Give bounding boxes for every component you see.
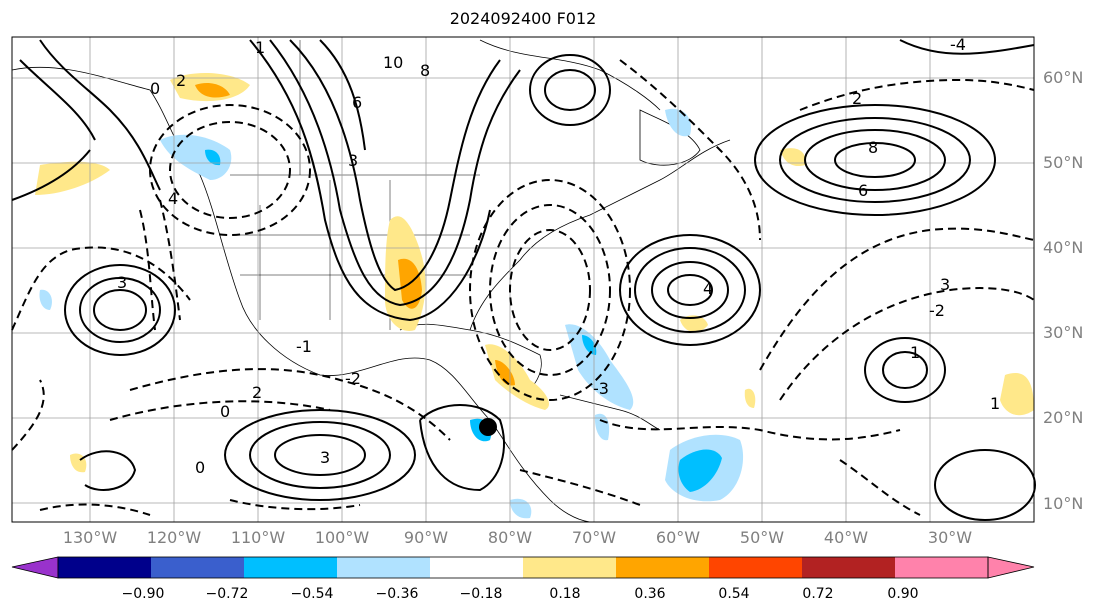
map-frame bbox=[11, 36, 1035, 523]
contour-label: 2 bbox=[852, 89, 862, 108]
contour-label: -1 bbox=[296, 337, 312, 356]
colorbar-outline bbox=[57, 556, 989, 579]
contour-label: 10 bbox=[383, 53, 403, 72]
colorbar-tick-label: 0.90 bbox=[887, 586, 919, 602]
colorbar-tick-label: 0.18 bbox=[549, 586, 581, 602]
contour-label: 6 bbox=[352, 93, 362, 112]
lon-label: 80°W bbox=[487, 528, 533, 547]
colorbar-segment bbox=[709, 557, 802, 578]
contour-label: 0 bbox=[220, 402, 230, 421]
colorbar-segment bbox=[244, 557, 337, 578]
colorbar-segment bbox=[58, 557, 151, 578]
lon-label: 30°W bbox=[927, 528, 973, 547]
lat-label: 50°N bbox=[1043, 153, 1084, 172]
contour-label: -4 bbox=[950, 35, 966, 54]
colorbar-tick-label: −0.36 bbox=[375, 586, 419, 602]
contour-label: 0 bbox=[150, 79, 160, 98]
contour-label: 8 bbox=[420, 61, 430, 80]
lat-label: 10°N bbox=[1043, 494, 1084, 513]
colorbar-tick-label: 0.72 bbox=[802, 586, 834, 602]
lon-label: 90°W bbox=[403, 528, 449, 547]
lon-label: 110°W bbox=[230, 528, 286, 547]
lon-label: 40°W bbox=[823, 528, 869, 547]
colorbar-segment bbox=[616, 557, 709, 578]
contour-label: -3 bbox=[593, 379, 609, 398]
contour-label: 4 bbox=[703, 279, 713, 298]
lon-label: 130°W bbox=[62, 528, 118, 547]
colorbar-tick-label: −0.72 bbox=[205, 586, 249, 602]
contour-label: 3 bbox=[320, 448, 330, 467]
colorbar-tick-label: 0.36 bbox=[634, 586, 666, 602]
colorbar-segment bbox=[430, 557, 523, 578]
contour-label: 3 bbox=[940, 275, 950, 294]
contour-label: 3 bbox=[348, 151, 358, 170]
colorbar-extend-left bbox=[11, 556, 59, 579]
lat-label: 60°N bbox=[1043, 68, 1084, 87]
lat-label: 40°N bbox=[1043, 238, 1084, 257]
contour-label: 2 bbox=[252, 383, 262, 402]
shaded-anomalies bbox=[35, 73, 1034, 519]
gridlines bbox=[12, 37, 1034, 522]
contour-labels: 10 8 6 3 1 0 2 4 6 8 3 1 2 3 4 3 -1 -2 -… bbox=[117, 35, 1000, 477]
contour-label: -2 bbox=[345, 369, 361, 388]
map-background bbox=[12, 37, 1034, 522]
contour-label: 1 bbox=[990, 394, 1000, 413]
colorbar-tick-label: 0.54 bbox=[718, 586, 750, 602]
lon-label: 60°W bbox=[655, 528, 701, 547]
colorbar-segment bbox=[151, 557, 244, 578]
contour-label: 2 bbox=[176, 71, 186, 90]
contour-label: 6 bbox=[858, 181, 868, 200]
colorbar-segment bbox=[802, 557, 895, 578]
solid-contours bbox=[11, 39, 1036, 521]
colorbar-segment bbox=[523, 557, 616, 578]
colorbar-extend-right bbox=[987, 556, 1035, 579]
dashed-contours bbox=[11, 59, 1035, 516]
colorbar-tick-label: −0.18 bbox=[459, 586, 503, 602]
lon-label: 120°W bbox=[146, 528, 202, 547]
colorbar-segment bbox=[895, 557, 988, 578]
lon-label: 50°W bbox=[739, 528, 785, 547]
contour-label: -2 bbox=[929, 301, 945, 320]
lon-label: 70°W bbox=[571, 528, 617, 547]
lat-label: 30°N bbox=[1043, 323, 1084, 342]
contour-label: 1 bbox=[910, 343, 920, 362]
contour-label: 3 bbox=[117, 273, 127, 292]
colorbar-tick-label: −0.54 bbox=[290, 586, 334, 602]
lat-label: 20°N bbox=[1043, 408, 1084, 427]
contour-label: 1 bbox=[255, 38, 265, 57]
map-title: 2024092400 F012 bbox=[449, 9, 597, 28]
contour-label: 8 bbox=[868, 138, 878, 157]
lon-label: 100°W bbox=[314, 528, 370, 547]
colorbar-segment bbox=[337, 557, 430, 578]
colorbar bbox=[11, 556, 1035, 579]
storm-center-marker bbox=[479, 418, 497, 436]
colorbar-tick-label: −0.90 bbox=[121, 586, 165, 602]
contour-label: 4 bbox=[168, 189, 178, 208]
contour-label: 0 bbox=[195, 458, 205, 477]
